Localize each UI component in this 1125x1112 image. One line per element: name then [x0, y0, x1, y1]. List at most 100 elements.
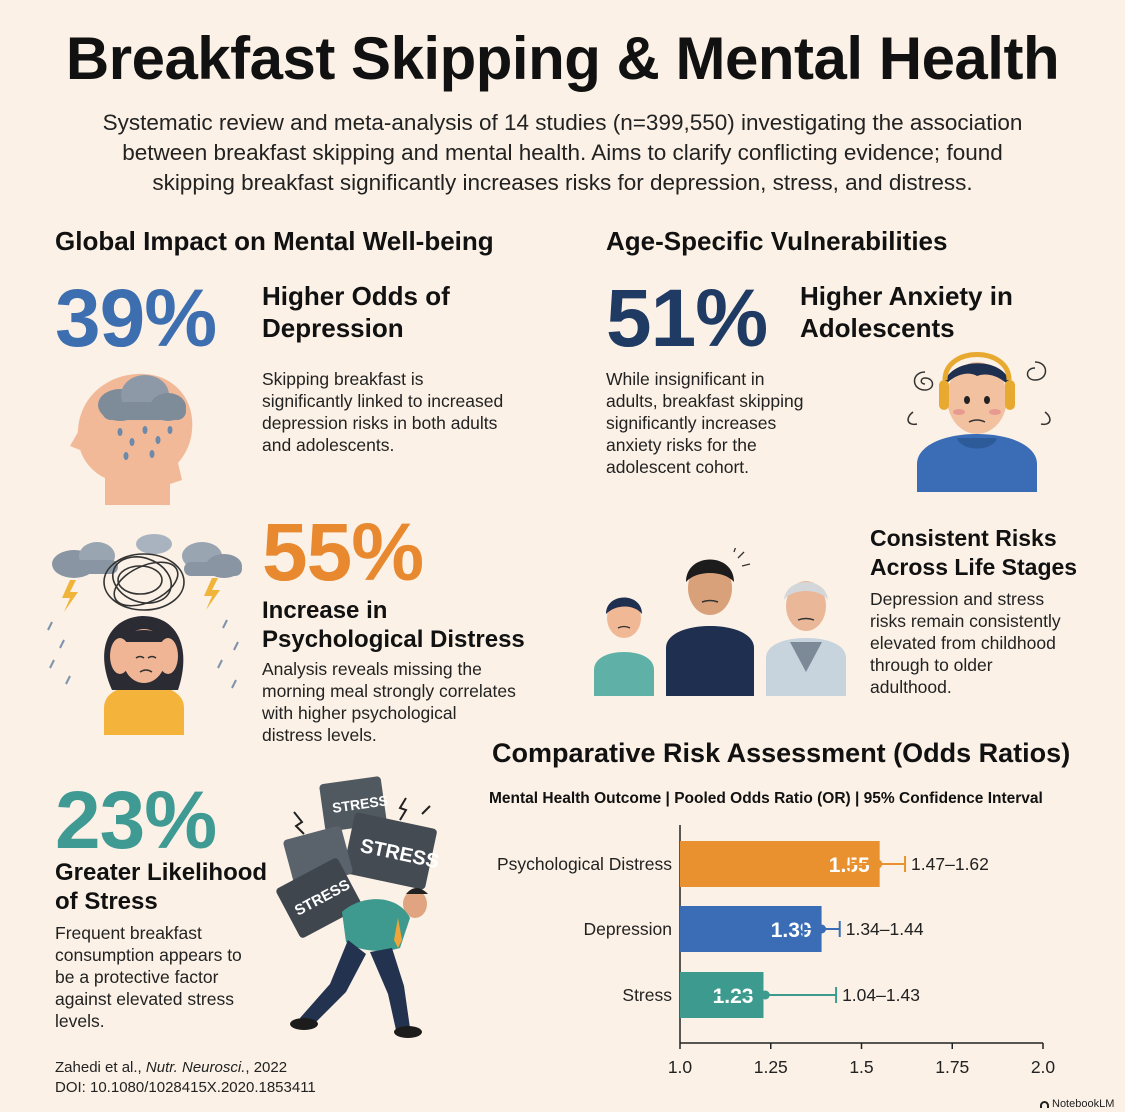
heading-line: Higher Odds of: [262, 281, 450, 311]
stress-carrier-illustration: STRESS STRESS STRESS: [276, 776, 441, 1038]
tension-lines-icon: [293, 797, 431, 835]
heading-line: Greater Likelihood: [55, 859, 268, 886]
elder-figure: [766, 581, 846, 696]
desc-line: Skipping breakfast is: [262, 369, 424, 389]
notebooklm-icon: [1040, 1100, 1049, 1108]
subtitle-line: between breakfast skipping and mental he…: [122, 140, 1003, 165]
page-subtitle: Systematic review and meta-analysis of 1…: [55, 108, 1070, 198]
subtitle-line: skipping breakfast significantly increas…: [152, 170, 973, 195]
lightning-icon: [62, 578, 220, 612]
storm-cloud-icon: [52, 534, 242, 578]
desc-line: morning meal strongly correlates: [262, 681, 516, 701]
chart-header: Mental Health Outcome | Pooled Odds Rati…: [489, 790, 1043, 807]
desc-line: Depression and stress: [870, 589, 1045, 609]
x-tick-label: 1.25: [754, 1057, 788, 1075]
distressed-woman-illustration: [47, 534, 242, 735]
heading-line: Adolescents: [800, 313, 955, 343]
heading-depression: Higher Odds of Depression: [262, 280, 450, 344]
page-title: Breakfast Skipping & Mental Health: [65, 25, 1060, 92]
ci-point: [817, 924, 827, 934]
anxious-teen-illustration: [907, 352, 1051, 492]
stat-stress: 23%: [55, 775, 217, 866]
desc-line: risks remain consistently: [870, 611, 1061, 631]
stat-anxiety: 51%: [606, 273, 768, 364]
desc-line: significantly increases: [606, 413, 777, 433]
bar-value-label: 1.55: [829, 854, 870, 877]
heading-distress: Increase in Psychological Distress: [262, 596, 525, 654]
headphones-icon: [939, 380, 949, 410]
ci-label: 1.04–1.43: [842, 985, 920, 1005]
desc-depression: Skipping breakfast is significantly link…: [262, 368, 503, 456]
heading-stress: Greater Likelihood of Stress: [55, 858, 267, 916]
desc-anxiety: While insignificant in adults, breakfast…: [606, 368, 803, 478]
desc-line: Analysis reveals missing the: [262, 659, 482, 679]
child-figure: [594, 597, 654, 696]
heading-line: Higher Anxiety in: [800, 281, 1013, 311]
desc-life-stages: Depression and stress risks remain consi…: [870, 588, 1061, 698]
ci-label: 1.34–1.44: [846, 919, 924, 939]
desc-line: through to older: [870, 655, 993, 675]
citation-journal: Nutr. Neurosci.: [145, 1059, 246, 1076]
stress-block-icon: STRESS: [343, 812, 441, 890]
three-generations-illustration: [594, 548, 846, 696]
desc-line: depression risks in both adults: [262, 413, 498, 433]
desc-line: against elevated stress: [55, 989, 234, 1009]
adult-figure: [666, 548, 754, 696]
svg-text:STRESS: STRESS: [331, 792, 389, 816]
desc-line: anxiety risks for the: [606, 435, 757, 455]
category-label: Stress: [622, 985, 672, 1005]
desc-line: Frequent breakfast: [55, 923, 202, 943]
desc-distress: Analysis reveals missing the morning mea…: [262, 658, 516, 746]
chart-title: Comparative Risk Assessment (Odds Ratios…: [492, 738, 1071, 768]
ci-point: [873, 859, 883, 869]
bar-depression: [680, 906, 822, 952]
desc-stress: Frequent breakfast consumption appears t…: [55, 922, 242, 1032]
bar-value-label: 1.23: [713, 985, 754, 1008]
citation: Zahedi et al., Nutr. Neurosci., 2022 DOI…: [55, 1058, 316, 1098]
rain-lines-icon: [47, 619, 239, 689]
desc-line: While insignificant in: [606, 369, 765, 389]
desc-line: distress levels.: [262, 725, 377, 745]
heading-line: Across Life Stages: [870, 554, 1078, 580]
heading-line: of Stress: [55, 888, 158, 915]
desc-line: consumption appears to: [55, 945, 242, 965]
heading-line: Depression: [262, 313, 404, 343]
desc-line: elevated from childhood: [870, 633, 1056, 653]
bar-value-label: 1.39: [771, 919, 812, 942]
citation-year: , 2022: [245, 1059, 288, 1076]
tangled-scribble-icon: [103, 553, 185, 611]
citation-authors: Zahedi et al.,: [55, 1059, 146, 1076]
stress-block-icon: STRESS: [276, 858, 362, 938]
desc-line: levels.: [55, 1011, 105, 1031]
heading-anxiety: Higher Anxiety in Adolescents: [800, 280, 1013, 344]
stat-distress: 55%: [262, 507, 424, 598]
bar-psychological-distress: [680, 841, 880, 887]
desc-line: and adolescents.: [262, 435, 395, 455]
stat-depression: 39%: [55, 273, 217, 364]
citation-line: Zahedi et al., Nutr. Neurosci., 2022: [55, 1058, 316, 1078]
x-tick-label: 1.5: [849, 1057, 873, 1075]
heading-line: Consistent Risks: [870, 525, 1057, 551]
citation-doi: DOI: 10.1080/1028415X.2020.1853411: [55, 1079, 316, 1096]
heading-line: Psychological Distress: [262, 626, 525, 653]
ci-label: 1.47–1.62: [911, 854, 989, 874]
desc-line: adulthood.: [870, 677, 952, 697]
desc-line: significantly linked to increased: [262, 391, 504, 411]
rain-cloud-icon: [98, 375, 186, 421]
watermark: NotebookLM: [1040, 1098, 1114, 1110]
raindrops-icon: [117, 426, 173, 460]
subtitle-line: Systematic review and meta-analysis of 1…: [102, 110, 1023, 135]
category-label: Depression: [583, 919, 672, 939]
ci-point: [760, 990, 770, 1000]
desc-line: be a protective factor: [55, 967, 219, 987]
heading-life-stages: Consistent Risks Across Life Stages: [870, 524, 1077, 582]
anxiety-swirl-icon: [907, 361, 1051, 426]
x-tick-label: 2.0: [1031, 1057, 1056, 1075]
desc-line: with higher psychological: [262, 703, 457, 723]
desc-line: adolescent cohort.: [606, 457, 750, 477]
category-label: Psychological Distress: [497, 854, 672, 874]
heading-line: Increase in: [262, 597, 388, 624]
desc-line: adults, breakfast skipping: [606, 391, 804, 411]
head-raincloud-illustration: [70, 373, 193, 505]
section-title-global: Global Impact on Mental Well-being: [55, 226, 494, 256]
